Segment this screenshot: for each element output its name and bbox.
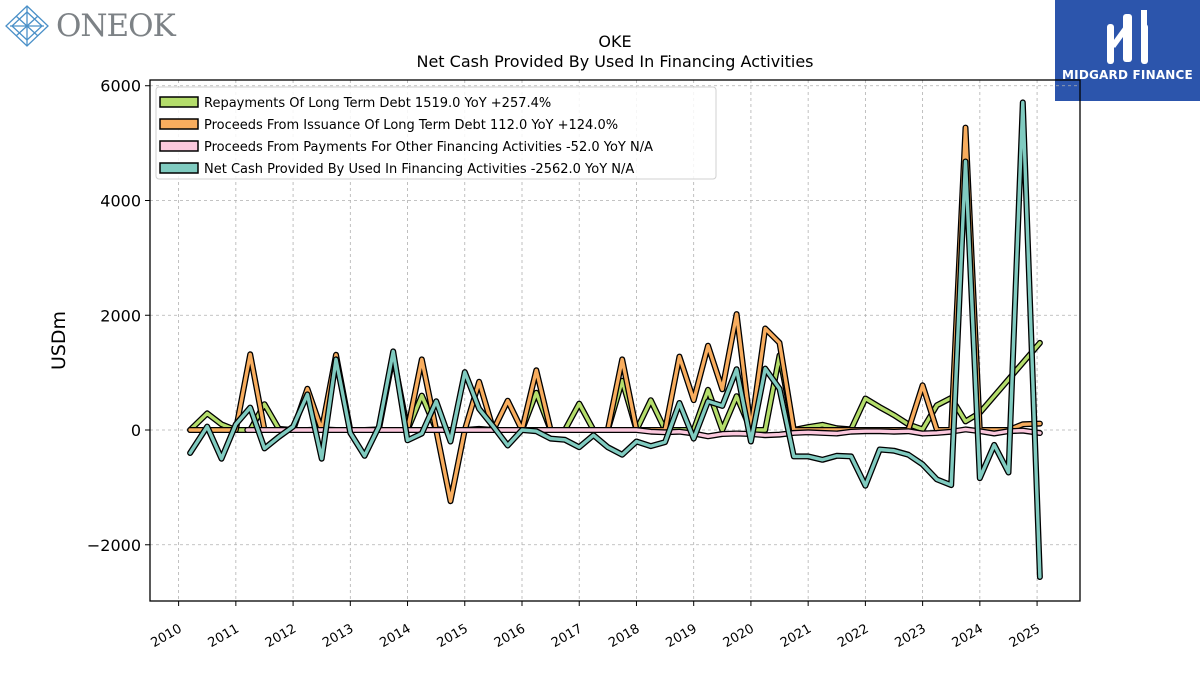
plot-frame [149, 79, 1081, 602]
legend-entry: Repayments Of Long Term Debt 1519.0 YoY … [204, 96, 551, 111]
y-tick-label: 0 [131, 421, 141, 440]
midgard-emblem-icon [1107, 10, 1148, 64]
y-axis-label: USDm [48, 311, 70, 370]
legend-swatch [159, 140, 199, 152]
x-tick-label: 2019 [664, 621, 700, 651]
x-tick-label: 2012 [263, 621, 299, 651]
x-tick-label: 2018 [606, 621, 642, 651]
oneok-logo: ONEOK [4, 4, 176, 50]
y-tick-label: 6000 [100, 77, 141, 96]
chart-title: OKE [598, 32, 632, 51]
y-tick-label: −2000 [87, 536, 141, 555]
series-line [188, 100, 1042, 579]
x-tick-label: 2024 [950, 621, 986, 651]
chart-title-block: OKE Net Cash Provided By Used In Financi… [300, 32, 930, 72]
oneok-wordmark: ONEOK [56, 8, 176, 44]
legend-swatch [159, 96, 199, 108]
legend-entry: Proceeds From Payments For Other Financi… [204, 140, 653, 155]
x-tick-label: 2022 [835, 621, 871, 651]
series-3 [244, 426, 1043, 440]
chart-subtitle: Net Cash Provided By Used In Financing A… [416, 52, 814, 71]
x-tick-label: 2020 [721, 621, 757, 651]
legend-swatch [159, 118, 199, 130]
midgard-logo: MIDGARD FINANCE [1055, 0, 1200, 101]
x-tick-label: 2011 [206, 621, 242, 651]
legend-entry: Proceeds From Issuance Of Long Term Debt… [204, 118, 618, 133]
x-tick-label: 2017 [549, 621, 585, 651]
x-tick-label: 2013 [320, 621, 356, 651]
x-tick-label: 2016 [492, 621, 528, 651]
midgard-wordmark: MIDGARD FINANCE [1062, 68, 1193, 82]
x-tick-label: 2023 [892, 621, 928, 651]
series-lines [187, 99, 1043, 580]
legend: Repayments Of Long Term Debt 1519.0 YoY … [155, 86, 717, 180]
x-tick-label: 2021 [778, 621, 814, 651]
legend-box [155, 86, 717, 180]
x-tick-label: 2025 [1007, 621, 1043, 651]
x-tick-label: 2014 [377, 621, 413, 651]
y-tick-label: 2000 [100, 306, 141, 325]
legend-swatch [159, 162, 199, 174]
series-4 [187, 99, 1043, 580]
y-tick-label: 4000 [100, 191, 141, 210]
x-tick-label: 2015 [435, 621, 471, 651]
x-tick-label: 2010 [148, 621, 184, 651]
legend-entry: Net Cash Provided By Used In Financing A… [204, 162, 634, 177]
oneok-diamond-icon [5, 5, 49, 47]
